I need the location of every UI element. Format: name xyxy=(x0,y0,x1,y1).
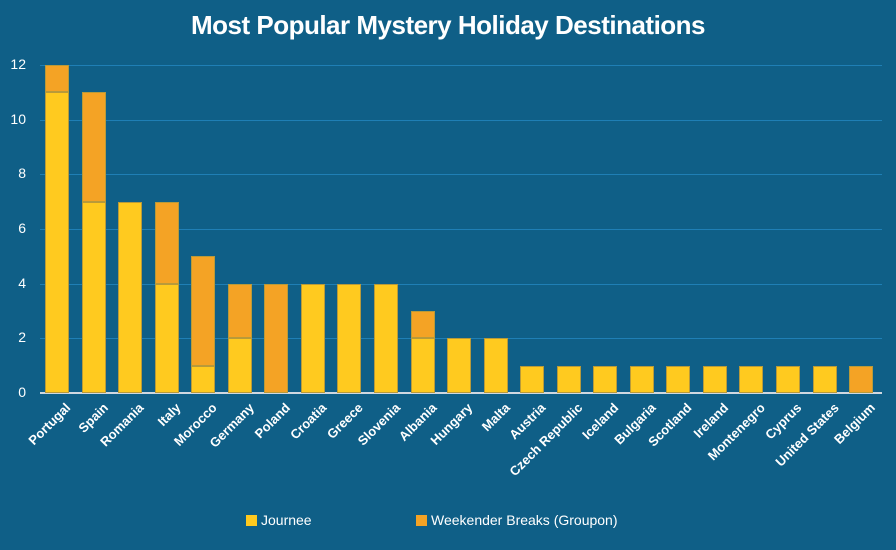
bar-segment xyxy=(812,365,837,393)
y-tick-label: 0 xyxy=(18,384,26,400)
x-tick-label: Croatia xyxy=(286,400,330,443)
legend-label: Journee xyxy=(261,512,312,528)
bar-segment xyxy=(154,283,179,393)
legend-item-journee: Journee xyxy=(246,512,312,528)
x-tick-label: Poland xyxy=(251,400,294,442)
bar-montenegro xyxy=(739,365,764,393)
y-tick-label: 10 xyxy=(10,110,26,127)
bar-segment xyxy=(593,365,618,393)
bar-germany xyxy=(227,283,252,393)
bar-morocco xyxy=(191,256,216,393)
bar-iceland xyxy=(593,365,618,393)
bar-segment xyxy=(373,283,398,393)
y-tick-label: 8 xyxy=(18,165,26,182)
bar-segment xyxy=(666,365,691,393)
bar-segment xyxy=(447,338,472,393)
bar-segment xyxy=(45,65,69,93)
gridline xyxy=(40,229,882,230)
bar-bulgaria xyxy=(629,365,654,393)
y-tick-label: 6 xyxy=(18,220,26,236)
bar-segment xyxy=(300,283,325,393)
bar-scotland xyxy=(666,365,691,393)
bar-segment xyxy=(520,365,545,393)
bar-greece xyxy=(337,283,362,393)
bar-segment xyxy=(81,92,106,202)
bar-poland xyxy=(264,283,289,393)
bar-segment xyxy=(776,365,800,393)
bar-belgium xyxy=(849,365,874,393)
bar-segment xyxy=(337,283,362,393)
bar-united-states xyxy=(812,365,837,393)
bar-romania xyxy=(118,201,143,393)
gridline xyxy=(40,65,882,66)
x-tick-label: Italy xyxy=(154,400,184,430)
bar-segment xyxy=(556,365,581,393)
bar-segment xyxy=(702,365,727,393)
chart-title: Most Popular Mystery Holiday Destination… xyxy=(190,10,706,40)
bar-segment xyxy=(483,338,508,393)
bar-spain xyxy=(81,92,106,393)
gridline xyxy=(40,174,882,176)
legend-swatch xyxy=(246,514,257,526)
bar-czech-republic xyxy=(556,365,581,393)
bar-croatia xyxy=(300,283,325,393)
gridline xyxy=(40,283,882,285)
bar-austria xyxy=(520,365,545,393)
legend-label: Weekender Breaks (Groupon) xyxy=(431,512,618,528)
bar-segment xyxy=(264,283,289,393)
bar-segment xyxy=(849,365,874,393)
legend-item-weekender: Weekender Breaks (Groupon) xyxy=(416,512,618,528)
bar-portugal xyxy=(45,65,69,393)
bar-segment xyxy=(410,311,435,339)
bar-segment xyxy=(118,201,143,393)
x-tick-label: Portugal xyxy=(25,400,74,448)
y-tick-label: 2 xyxy=(18,329,26,346)
legend-swatch xyxy=(416,514,427,526)
bar-ireland xyxy=(702,365,727,393)
bar-cyprus xyxy=(776,365,800,393)
bar-segment xyxy=(154,201,179,284)
plot-area xyxy=(40,65,882,394)
bar-malta xyxy=(483,338,508,393)
bar-segment xyxy=(191,256,216,366)
bar-slovenia xyxy=(373,283,398,393)
bar-hungary xyxy=(447,338,472,393)
bar-segment xyxy=(227,283,252,339)
gridline xyxy=(40,119,882,121)
bar-segment xyxy=(81,201,106,393)
bar-segment xyxy=(227,338,252,393)
y-tick-label: 4 xyxy=(18,274,26,291)
bar-segment xyxy=(739,365,764,393)
bar-albania xyxy=(410,311,435,393)
bar-segment xyxy=(629,365,654,393)
bar-italy xyxy=(154,201,179,393)
x-axis-line xyxy=(40,392,882,394)
bar-segment xyxy=(45,92,69,393)
y-tick-label: 12 xyxy=(10,56,26,72)
bar-segment xyxy=(191,365,216,393)
bar-segment xyxy=(410,338,435,393)
